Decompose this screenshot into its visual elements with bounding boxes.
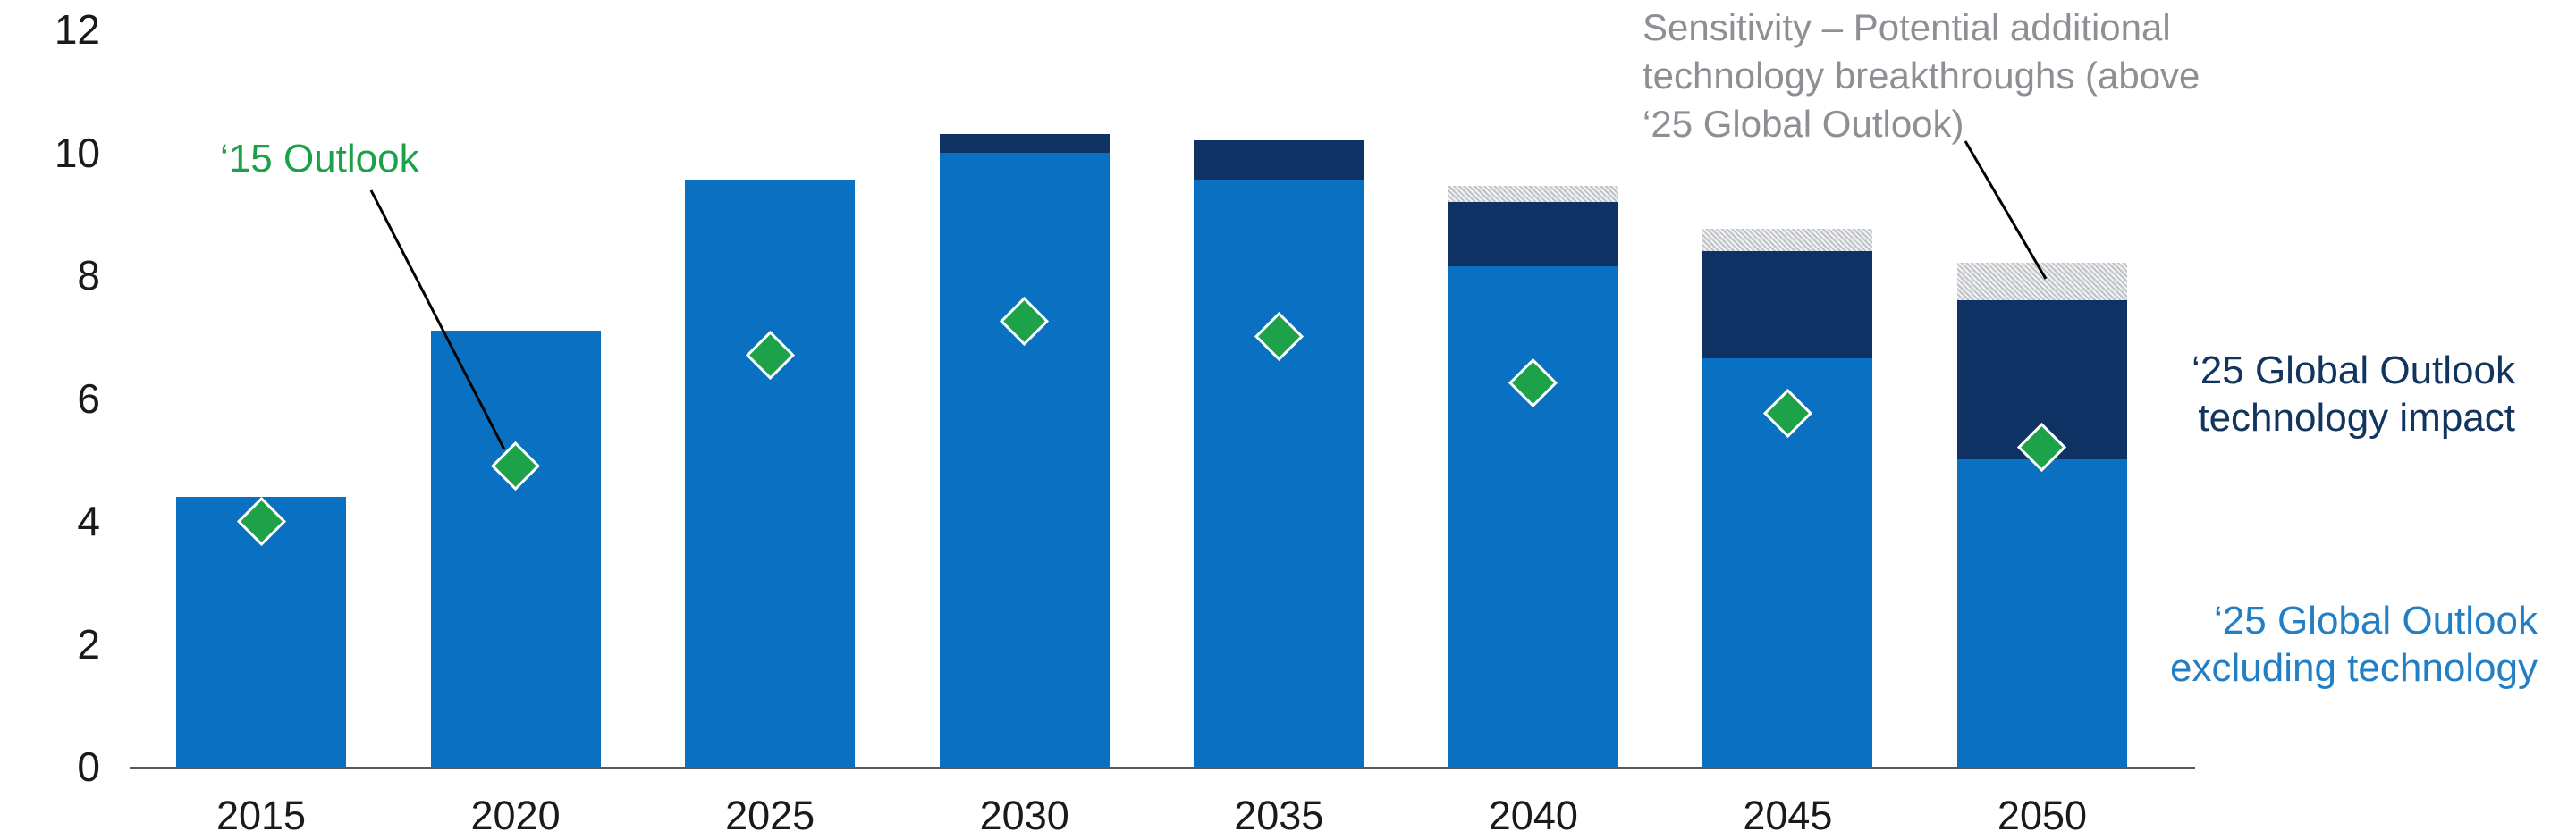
x-tick-label-2045: 2045 <box>1743 793 1833 838</box>
bar-segment-sensitivity-2050 <box>1956 263 2127 300</box>
series-label-technology-impact: ‘25 Global Outlook technology impact <box>2192 349 2515 440</box>
bar-segment-technology-impact-2035 <box>1194 139 1364 181</box>
sensitivity-pointer-line <box>1964 140 2048 280</box>
bar-segment-excluding-technology-2020 <box>430 330 601 767</box>
bar-segment-technology-impact-2045 <box>1702 250 1873 358</box>
y-tick-label-12: 12 <box>54 6 100 53</box>
bar-segment-technology-impact-2030 <box>939 133 1110 153</box>
x-tick-label-2040: 2040 <box>1488 793 1578 838</box>
x-tick-label-2030: 2030 <box>979 793 1069 838</box>
y-tick-label-10: 10 <box>54 129 100 176</box>
y-tick-label-8: 8 <box>77 252 100 298</box>
x-tick-label-2025: 2025 <box>725 793 815 838</box>
bar-segment-excluding-technology-2050 <box>1956 459 2127 767</box>
x-tick-label-2015: 2015 <box>215 793 307 838</box>
outlook15-annotation-label: ‘15 Outlook <box>220 137 419 181</box>
bar-segment-excluding-technology-2025 <box>685 180 856 767</box>
bar-segment-sensitivity-2045 <box>1702 229 1873 251</box>
series-label-excluding-technology: ‘25 Global Outlook excluding technology <box>2170 599 2538 690</box>
bar-segment-technology-impact-2040 <box>1448 201 1618 266</box>
y-tick-label-6: 6 <box>77 374 100 422</box>
y-tick-label-2: 2 <box>77 620 100 668</box>
x-tick-label-2020: 2020 <box>470 793 561 838</box>
x-tick-label-2050: 2050 <box>1997 793 2088 838</box>
sensitivity-annotation-label: Sensitivity – Potential additional techn… <box>1643 6 2200 145</box>
x-tick-label-2035: 2035 <box>1234 793 1324 838</box>
y-tick-label-4: 4 <box>77 498 100 544</box>
bar-segment-sensitivity-2040 <box>1448 186 1618 202</box>
bar-segment-excluding-technology-2040 <box>1448 265 1618 767</box>
y-tick-label-0: 0 <box>77 743 100 790</box>
bar-segment-excluding-technology-2030 <box>939 152 1110 767</box>
x-axis-line <box>130 767 2195 769</box>
bar-segment-excluding-technology-2035 <box>1194 180 1364 767</box>
